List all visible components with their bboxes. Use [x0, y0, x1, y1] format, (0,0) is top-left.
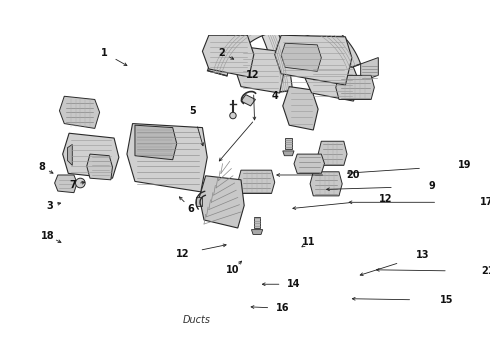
Text: 10: 10: [226, 265, 240, 275]
Polygon shape: [241, 95, 255, 106]
Polygon shape: [63, 133, 119, 178]
Text: 4: 4: [271, 91, 278, 101]
Polygon shape: [275, 35, 352, 85]
Text: 20: 20: [347, 170, 360, 180]
Polygon shape: [208, 11, 361, 76]
Polygon shape: [310, 172, 342, 196]
Polygon shape: [59, 96, 99, 129]
Polygon shape: [54, 175, 77, 193]
Text: 12: 12: [176, 249, 190, 259]
Text: 2: 2: [219, 48, 225, 58]
Text: 9: 9: [429, 181, 436, 191]
Polygon shape: [199, 176, 244, 228]
Circle shape: [230, 112, 236, 119]
Polygon shape: [68, 144, 73, 165]
Polygon shape: [281, 43, 321, 71]
Text: 12: 12: [379, 194, 392, 204]
Polygon shape: [0, 0, 293, 92]
Text: 7: 7: [69, 180, 75, 190]
Polygon shape: [285, 138, 292, 149]
Text: 14: 14: [287, 279, 301, 289]
Text: 18: 18: [41, 231, 55, 241]
Text: 3: 3: [47, 201, 53, 211]
Polygon shape: [283, 151, 294, 156]
Text: 13: 13: [416, 250, 429, 260]
Polygon shape: [283, 87, 318, 130]
Polygon shape: [235, 46, 284, 93]
Text: 21: 21: [482, 266, 490, 276]
Text: 12: 12: [246, 71, 260, 80]
Text: 15: 15: [440, 295, 453, 305]
Polygon shape: [202, 35, 254, 77]
Polygon shape: [127, 123, 207, 192]
Text: 1: 1: [101, 48, 108, 58]
Text: 17: 17: [480, 197, 490, 207]
Polygon shape: [87, 154, 113, 180]
Text: 5: 5: [190, 106, 196, 116]
Circle shape: [75, 178, 85, 188]
Polygon shape: [361, 58, 378, 82]
Polygon shape: [254, 217, 260, 228]
Polygon shape: [135, 125, 177, 160]
Polygon shape: [305, 63, 360, 101]
Text: 11: 11: [302, 238, 315, 247]
Text: 16: 16: [276, 303, 290, 313]
Text: 8: 8: [38, 162, 45, 172]
Polygon shape: [196, 198, 202, 206]
Text: 19: 19: [458, 160, 471, 170]
Polygon shape: [251, 230, 263, 234]
Text: 6: 6: [188, 204, 195, 214]
Polygon shape: [318, 141, 347, 165]
Polygon shape: [336, 75, 374, 99]
Text: Ducts: Ducts: [183, 315, 211, 325]
Polygon shape: [294, 154, 324, 174]
Polygon shape: [238, 170, 275, 193]
